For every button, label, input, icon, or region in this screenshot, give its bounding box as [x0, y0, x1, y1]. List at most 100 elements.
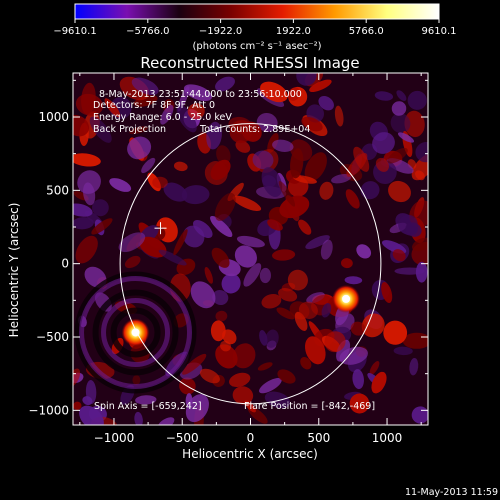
- colorbar-frame: [74, 3, 440, 20]
- heatmap-speckle: [232, 343, 256, 369]
- heatmap-speckle: [294, 311, 308, 331]
- x-tick-label: 0: [247, 431, 255, 445]
- heatmap-speckle: [390, 113, 411, 134]
- heatmap-speckle: [318, 95, 334, 111]
- heatmap-speckle: [206, 121, 222, 150]
- heatmap-speckle: [356, 244, 372, 259]
- heatmap-speckle: [324, 331, 346, 353]
- heatmap-speckle: [290, 148, 304, 179]
- heatmap-speckle: [214, 192, 236, 221]
- heatmap-speckle: [298, 301, 318, 320]
- fringe-ring: [101, 297, 171, 367]
- heatmap-speckle: [409, 358, 419, 376]
- heatmap-speckle: [272, 249, 296, 261]
- y-tick-label: 500: [46, 183, 69, 197]
- heatmap-speckle: [234, 245, 257, 268]
- heatmap-speckle: [109, 178, 132, 192]
- heatmap-field: [73, 73, 428, 425]
- heatmap-speckle: [221, 273, 241, 294]
- heatmap-speckle: [372, 132, 395, 154]
- heatmap-speckle: [341, 258, 353, 269]
- fringe-ring: [74, 271, 197, 394]
- heatmap-speckle: [287, 269, 308, 291]
- colorbar-tick-label: 9610.1: [422, 26, 457, 37]
- heatmap-speckle: [73, 368, 81, 388]
- heatmap-speckle: [319, 181, 334, 200]
- x-tick-label: 1000: [372, 431, 403, 445]
- heatmap-speckle: [82, 396, 93, 406]
- heatmap-speckle: [305, 235, 330, 250]
- heatmap-speckle: [305, 336, 326, 365]
- heatmap-speckle: [296, 73, 317, 86]
- heatmap-speckle: [210, 159, 231, 181]
- flare-source-core: [342, 294, 351, 303]
- heatmap-speckle: [387, 147, 408, 164]
- heatmap-speckle: [135, 395, 157, 405]
- colorbar-tick-label: −9610.1: [53, 26, 96, 37]
- y-tick-label: 0: [61, 257, 69, 271]
- colorbar-tick-label: −5766.0: [126, 26, 169, 37]
- heatmap-speckle: [300, 357, 312, 370]
- heatmap-speckle: [182, 353, 207, 375]
- heatmap-speckle: [127, 136, 152, 160]
- heatmap-speckle: [272, 139, 294, 152]
- heatmap-speckle: [361, 313, 385, 338]
- heatmap-speckle: [232, 386, 254, 405]
- heatmap-speckle: [388, 180, 411, 203]
- heatmap-speckle: [407, 90, 427, 110]
- heatmap-speckle: [118, 232, 146, 253]
- heatmap-speckle: [298, 219, 312, 235]
- heatmap-speckle: [360, 181, 380, 200]
- heatmap-speckle: [278, 288, 298, 302]
- heatmap-speckle: [350, 321, 366, 336]
- heatmap-speckle: [75, 93, 104, 116]
- annotation-total-counts: Total counts: 2.89E+04: [199, 124, 310, 135]
- fringe-ring: [110, 307, 161, 358]
- heatmap-speckle: [260, 81, 288, 103]
- heatmap-speckle: [276, 307, 295, 320]
- colorbar-units: (photons cm⁻² s⁻¹ asec⁻²): [192, 41, 321, 52]
- heatmap-speckle: [181, 185, 210, 205]
- heatmap-speckle: [131, 77, 159, 96]
- heatmap-speckle: [210, 215, 233, 238]
- annotation-flare-position: Flare Position = [-842,-469]: [244, 401, 375, 412]
- heatmap-speckle: [304, 152, 327, 182]
- heatmap-speckle: [73, 401, 82, 410]
- heatmap-speckle: [73, 114, 90, 137]
- heatmap-speckle: [402, 332, 428, 349]
- heatmap-speckle: [219, 340, 232, 352]
- y-tick-label: −1000: [28, 403, 69, 417]
- heatmap-speckle: [163, 182, 188, 202]
- annotation-spin-axis: Spin Axis = [-659,242]: [94, 401, 202, 412]
- colorbar-tick-label: 5766.0: [349, 26, 384, 37]
- heatmap-speckle: [339, 346, 368, 365]
- heatmap-speckle: [331, 173, 352, 184]
- heatmap-speckle: [204, 267, 213, 284]
- heatmap-speckle: [173, 161, 188, 172]
- heatmap-speckle: [415, 170, 425, 181]
- heatmap-speckle: [371, 371, 387, 394]
- heatmap-speckle: [264, 391, 291, 409]
- heatmap-speckle: [261, 294, 282, 309]
- heatmap-speckle: [383, 320, 408, 345]
- heatmap-speckle: [160, 104, 174, 125]
- heatmap-speckle: [83, 182, 96, 206]
- heatmap-speckle: [134, 411, 143, 425]
- heatmap-speckle: [158, 249, 187, 266]
- heatmap-speckle: [257, 362, 273, 371]
- heatmap-speckle: [345, 189, 360, 209]
- heatmap-speckle: [352, 369, 364, 390]
- plot-area: [72, 72, 429, 426]
- heatmap-speckle: [277, 369, 296, 384]
- heatmap-speckle: [321, 303, 332, 318]
- annotation-time-range: 8-May-2013 23:51:44.000 to 23:56:10.000: [99, 89, 302, 100]
- heatmap-speckle: [79, 405, 104, 425]
- heatmap-speckle: [392, 249, 406, 262]
- heatmap-speckle: [369, 361, 380, 375]
- heatmap-speckle: [232, 195, 262, 211]
- heatmap-speckle: [287, 87, 301, 101]
- heatmap-speckle: [374, 91, 394, 101]
- colorbar-tick-label: 1922.0: [276, 26, 311, 37]
- solar-limb: [119, 123, 382, 405]
